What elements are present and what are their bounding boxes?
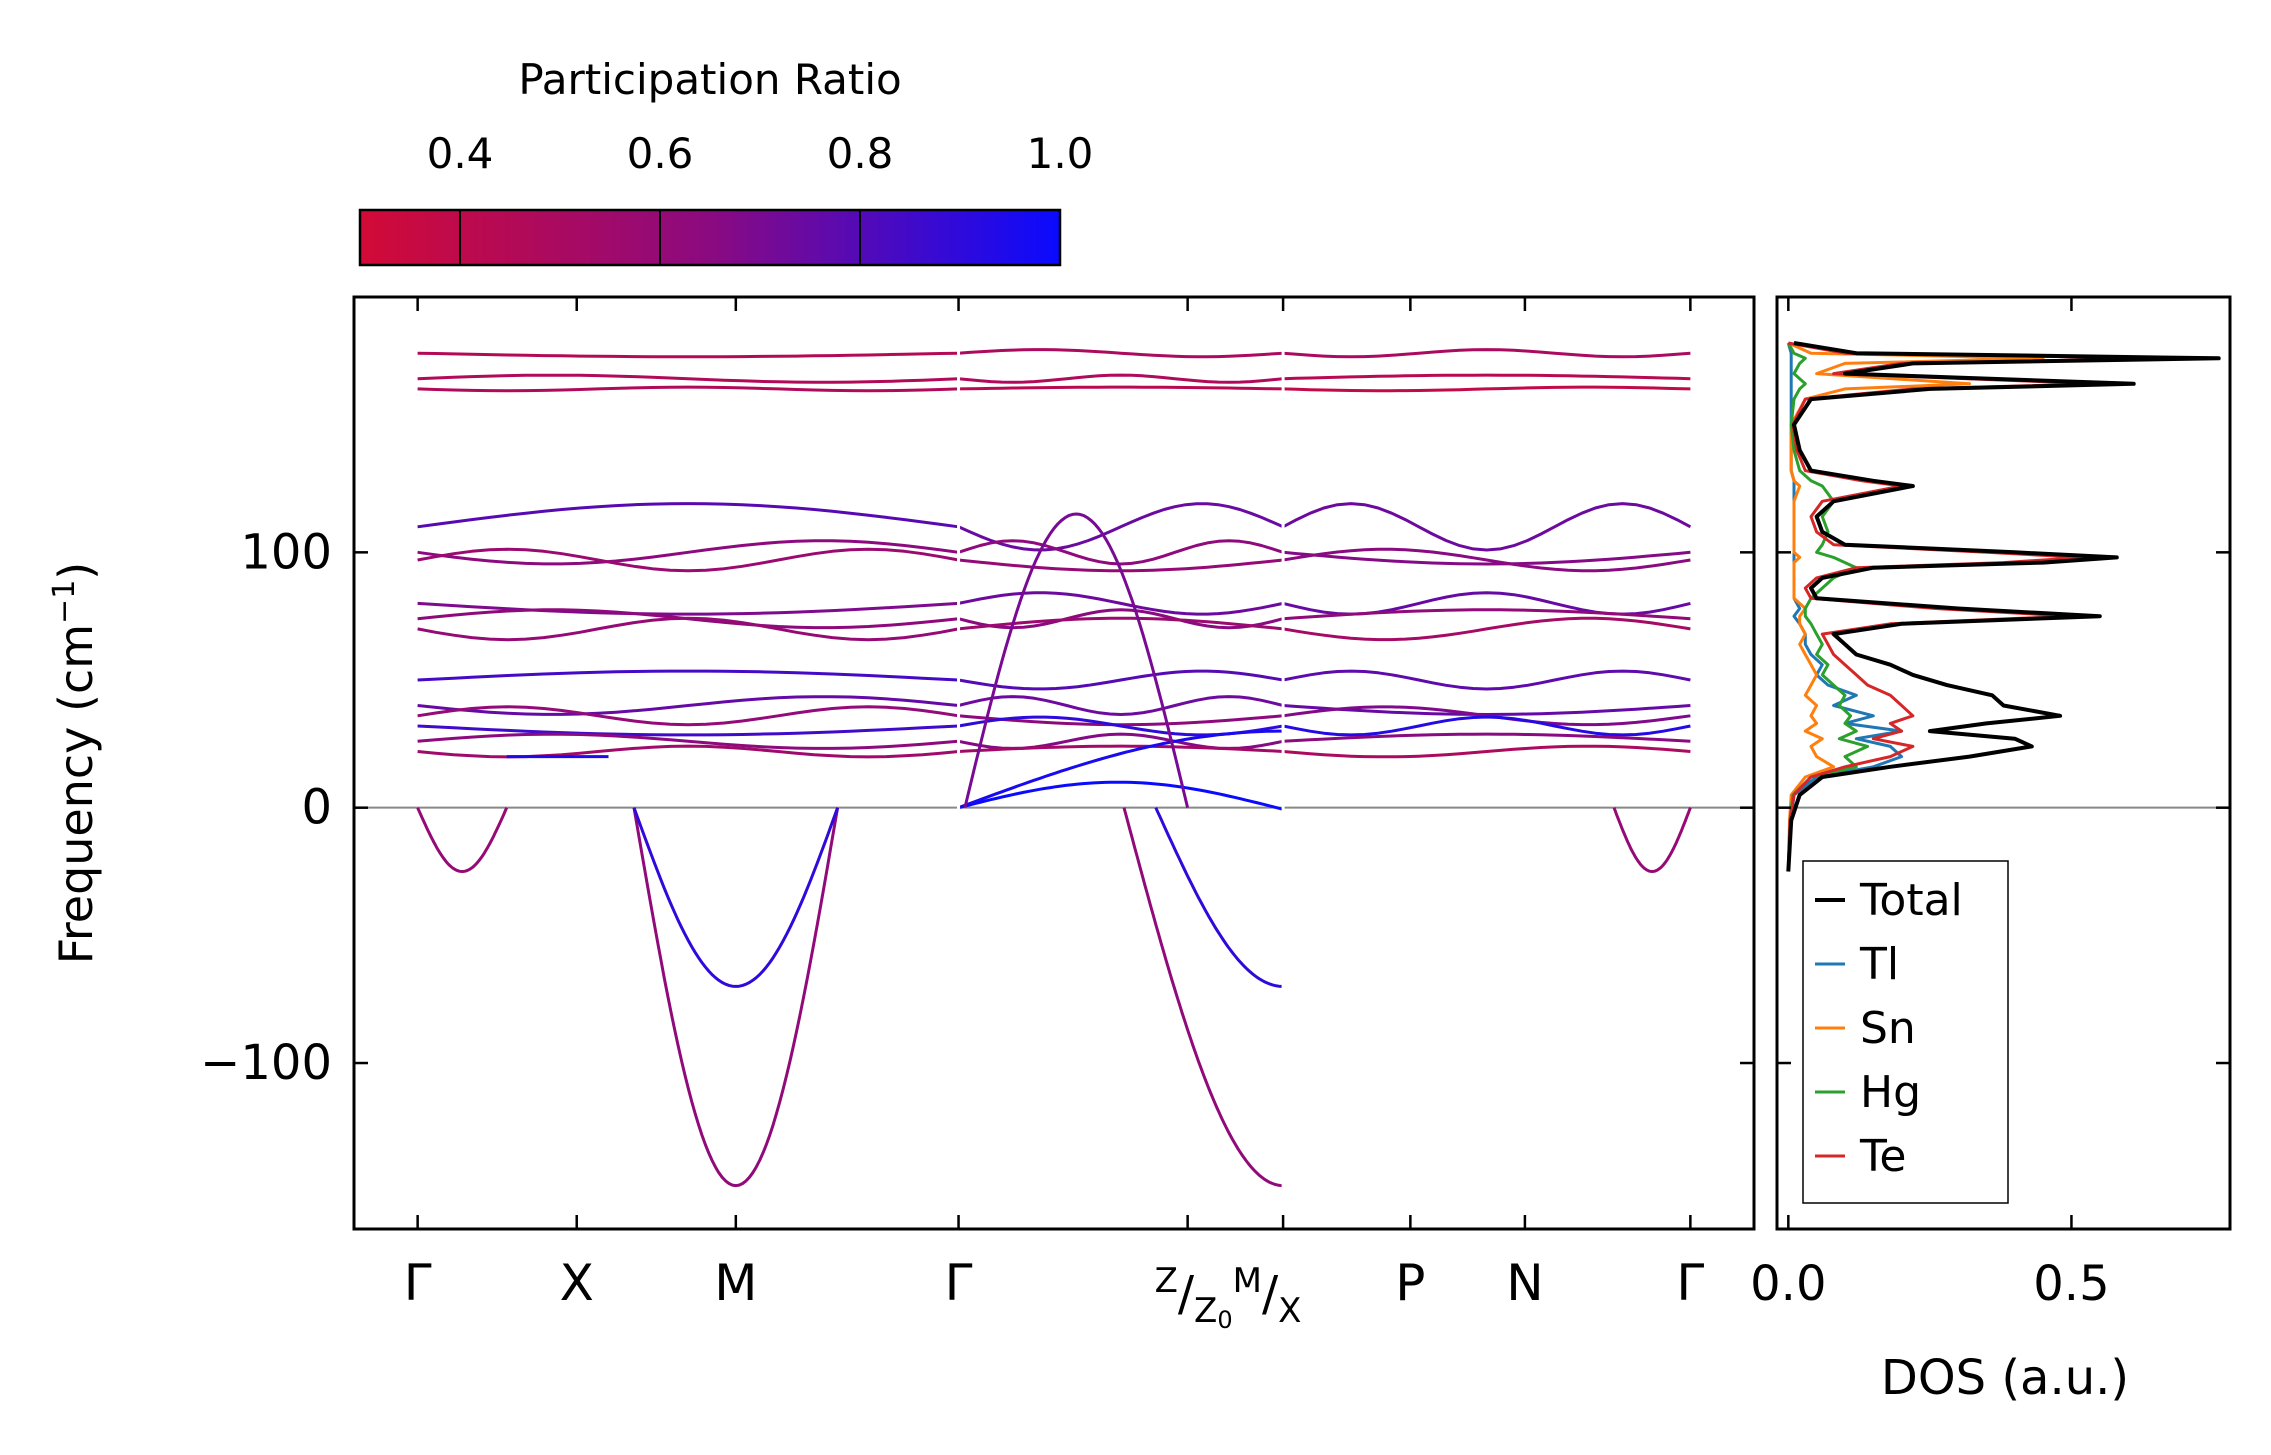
dos-x-tick-label: 0.5 [2033, 1256, 2109, 1312]
phonon-band [1283, 608, 1691, 621]
colorbar-tick-label: 0.4 [427, 129, 494, 178]
phonon-band [1154, 807, 1284, 988]
phonon-band [416, 807, 509, 873]
phonon-band [417, 732, 959, 750]
y-axis-label-exponent: −1 [47, 580, 82, 624]
dos-panel: 0.0 0.5 DOS (a.u.) Total Tl Sn Hg Te [1750, 295, 2232, 1406]
phonon-band [417, 539, 959, 566]
colorbar-tick-label: 1.0 [1027, 129, 1094, 178]
phonon-band [1282, 715, 1691, 737]
legend-frame [1802, 860, 2009, 1204]
dos-x-axis-label: DOS (a.u.) [1881, 1350, 2129, 1406]
phonon-band [632, 807, 840, 1188]
phonon-band [417, 616, 959, 642]
phonon-band [417, 705, 959, 727]
x-tick-label: M [714, 1254, 757, 1312]
y-axis-label-base: Frequency (cm [49, 624, 103, 964]
phonon-band [417, 373, 959, 384]
phonon-band [1283, 732, 1691, 743]
y-tick-label: 100 [240, 524, 332, 580]
legend-label-te: Te [1859, 1131, 1906, 1182]
y-tick-label: −100 [200, 1035, 332, 1091]
phonon-band [417, 385, 959, 393]
phonon-band [417, 724, 959, 737]
y-axis-label-close: ) [49, 562, 103, 580]
phonon-band [1283, 385, 1691, 393]
x-tick-label: N [1506, 1254, 1543, 1312]
phonon-band [958, 348, 1284, 359]
compound-z0: Z [1194, 1291, 1217, 1331]
dos-line-hg [1786, 342, 1870, 872]
colorbar-gradient [358, 208, 1062, 267]
x-tick-label: Γ [945, 1254, 973, 1312]
x-tick-label: P [1395, 1254, 1425, 1312]
phonon-band [1282, 744, 1691, 759]
phonon-band [1282, 547, 1691, 573]
legend-label-total: Total [1859, 875, 1963, 926]
x-tick-label-compound: Z/Z0M/X [1155, 1261, 1302, 1334]
colorbar-tick-label: 0.6 [627, 129, 694, 178]
colorbar-tick-label: 0.8 [827, 129, 894, 178]
phonon-band [417, 601, 959, 616]
y-tick-label: 0 [301, 780, 332, 836]
phonon-band [1282, 616, 1691, 642]
phonon-band [958, 744, 1284, 753]
compound-z0-sub: 0 [1217, 1306, 1232, 1334]
phonon-band [1122, 807, 1284, 1188]
dos-line-total [1786, 341, 2221, 872]
legend-label-sn: Sn [1860, 1003, 1916, 1054]
phonon-band [1283, 373, 1691, 381]
y-axis-label: Frequency (cm−1) [47, 562, 103, 965]
phonon-band [632, 807, 840, 988]
phonon-band [958, 385, 1284, 391]
compound-x: X [1278, 1291, 1301, 1331]
phonon-band [958, 695, 1284, 716]
phonon-band [1282, 550, 1691, 566]
colorbar-label: Participation Ratio [518, 55, 901, 104]
phonon-band [957, 502, 1284, 552]
legend-label-tl: Tl [1859, 939, 1899, 990]
phonon-band [417, 502, 959, 529]
phonon-band [417, 547, 959, 573]
phonon-band [1282, 502, 1692, 552]
phonon-band [958, 669, 1284, 691]
x-tick-label: Γ [404, 1254, 432, 1312]
legend-label-hg: Hg [1860, 1067, 1921, 1118]
band-axes-frame [352, 295, 1756, 1231]
phonon-band [958, 780, 1284, 811]
phonon-band [958, 591, 1284, 616]
phonon-band [1612, 807, 1692, 873]
dos-x-tick-label: 0.0 [1750, 1256, 1826, 1312]
dos-legend: Total Tl Sn Hg Te [1802, 860, 2009, 1204]
phonon-band [958, 539, 1284, 566]
phonon-band [417, 669, 959, 682]
phonon-band [963, 512, 1190, 809]
phonon-band [417, 351, 959, 359]
dos-axes-frame [1775, 295, 2232, 1231]
compound-z: Z [1155, 1261, 1178, 1301]
x-tick-label: X [560, 1254, 594, 1312]
compound-m: M [1233, 1261, 1262, 1301]
phonon-band [958, 373, 1284, 384]
phonon-band [1282, 348, 1691, 359]
phonon-band [1282, 669, 1691, 691]
phonon-band [957, 729, 1284, 810]
phonon-band [417, 695, 959, 716]
dos-line-te [1786, 341, 2175, 872]
x-tick-label: Γ [1676, 1254, 1704, 1312]
colorbar: Participation Ratio 0.4 0.6 0.8 1.0 [358, 55, 1094, 267]
